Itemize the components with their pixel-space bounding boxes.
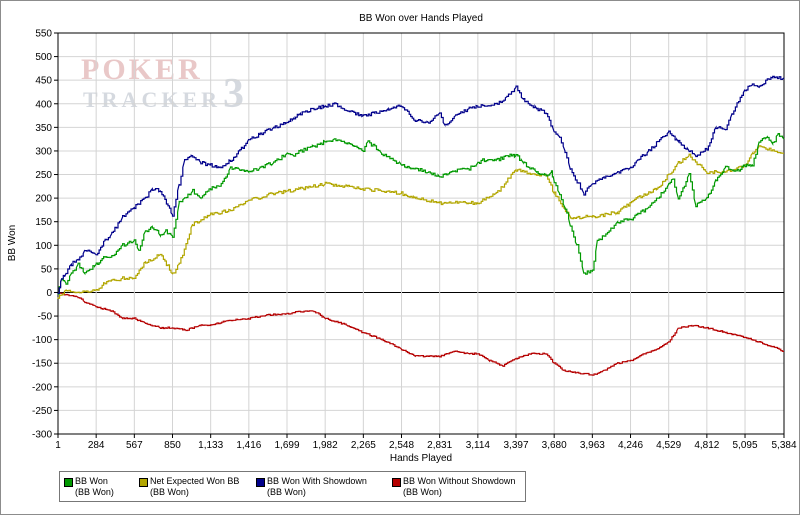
watermark-tracker-text: TRACKER (83, 87, 221, 112)
x-tick-label: 1,699 (274, 440, 299, 451)
y-tick-label: -200 (32, 382, 52, 393)
legend-label: BB Won (BB Won) (75, 476, 114, 497)
x-tick-label: 5,384 (771, 440, 796, 451)
chart-title: BB Won over Hands Played (359, 13, 483, 24)
x-axis-ticks: 1 284 567 850 1,133 1,416 1,699 1,982 2,265 2,548… (55, 434, 797, 451)
x-tick-label: 3,397 (503, 440, 528, 451)
x-tick-label: 1,982 (313, 440, 338, 451)
x-tick-label: 5,095 (733, 440, 758, 451)
x-tick-label: 4,812 (694, 440, 719, 451)
legend-swatch (392, 478, 401, 487)
series-line-bb-won-without-showdown (57, 292, 785, 376)
y-tick-label: 200 (35, 194, 52, 205)
x-tick-label: 3,680 (542, 440, 567, 451)
x-tick-label: 4,529 (656, 440, 681, 451)
y-tick-label: -250 (32, 406, 52, 417)
x-tick-label: 1,133 (198, 440, 223, 451)
y-tick-label: 500 (35, 52, 52, 63)
x-axis-label: Hands Played (390, 453, 452, 464)
legend-label: BB Won With Showdown (BB Won) (267, 476, 367, 497)
series-line-bb-won (57, 133, 785, 295)
x-tick-label: 2,831 (427, 440, 452, 451)
x-tick-label: 1,416 (236, 440, 261, 451)
x-tick-label: 2,265 (351, 440, 376, 451)
x-tick-label: 3,114 (466, 440, 491, 451)
watermark-poker-text: POKER (81, 53, 203, 86)
x-tick-label: 567 (126, 440, 143, 451)
legend-label: BB Won Without Showdown (BB Won) (403, 476, 516, 497)
y-tick-label: 400 (35, 99, 52, 110)
series-group (57, 75, 785, 376)
y-tick-label: -50 (38, 312, 53, 323)
legend-swatch (139, 478, 148, 487)
x-tick-label: 4,246 (618, 440, 643, 451)
plot-area (57, 32, 785, 435)
legend-label: Net Expected Won BB (BB Won) (150, 476, 240, 497)
y-tick-label: 350 (35, 123, 52, 134)
y-tick-label: 100 (35, 241, 52, 252)
x-tick-label: 1 (55, 440, 61, 451)
x-tick-label: 850 (164, 440, 181, 451)
y-tick-label: -100 (32, 335, 52, 346)
y-tick-label: 50 (41, 264, 53, 275)
y-tick-label: 150 (35, 217, 52, 228)
x-tick-label: 3,963 (580, 440, 605, 451)
y-tick-label: 450 (35, 76, 52, 87)
y-tick-label: -150 (32, 359, 52, 370)
poker-tracker-watermark: POKER TRACKER 3 (81, 53, 244, 117)
y-axis-ticks: 550500450400350300250200150100500-50-100… (32, 29, 58, 441)
y-tick-label: 250 (35, 170, 52, 181)
y-tick-label: 300 (35, 146, 52, 157)
series-line-net-expected-won-bb (57, 145, 785, 299)
y-tick-label: -300 (32, 430, 52, 441)
x-tick-label: 2,548 (389, 440, 414, 451)
y-tick-label: 0 (46, 288, 52, 299)
watermark-version-text: 3 (223, 71, 244, 117)
chart-legend: BB Won (BB Won) Net Expected Won BB (BB Wo… (59, 471, 526, 502)
x-tick-label: 284 (88, 440, 105, 451)
legend-swatch (256, 478, 265, 487)
series-line-bb-won-with-showdown (57, 75, 785, 294)
legend-swatch (64, 478, 73, 487)
y-tick-label: 550 (35, 29, 52, 40)
y-axis-label: BB Won (7, 225, 18, 262)
